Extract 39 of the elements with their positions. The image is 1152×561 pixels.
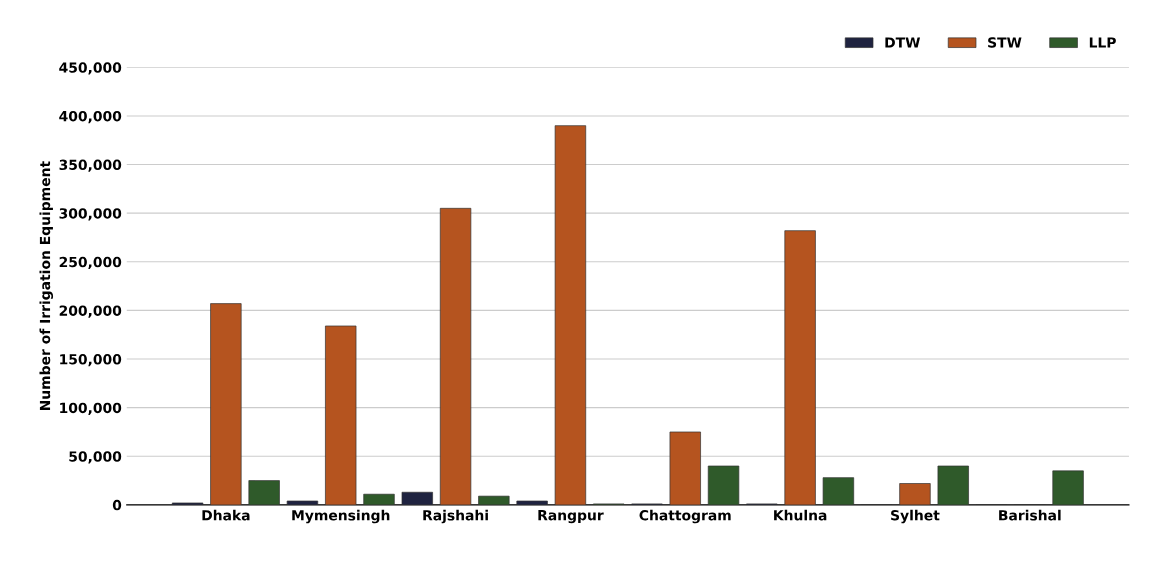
x-tick-label: Chattogram [639, 509, 731, 524]
y-tick-label: 350,000 [59, 159, 122, 172]
bar [325, 325, 357, 505]
bar [478, 495, 510, 505]
x-tick-label: Barishal [999, 509, 1061, 521]
bar [822, 477, 855, 505]
bar [899, 483, 931, 505]
bar [707, 465, 740, 505]
bar [554, 125, 587, 505]
y-tick-label: 450,000 [59, 62, 122, 75]
bar [210, 303, 242, 505]
x-tick-label: Rangpur [538, 510, 604, 524]
x-tick-label: Sylhet [891, 509, 940, 524]
x-tick-label: Khulna [774, 509, 827, 521]
bar [784, 230, 816, 505]
x-tick-label: Mymensingh [292, 509, 390, 524]
y-axis-title: Number of Irrigation Equipment [39, 161, 54, 411]
bar [363, 493, 395, 505]
y-tick-label: 400,000 [59, 110, 122, 124]
legend-label: DTW [885, 37, 921, 48]
y-tick-label: 50,000 [69, 451, 122, 464]
bar [1052, 470, 1084, 505]
y-tick-label: 100,000 [60, 402, 122, 415]
legend-label: LLP [1089, 37, 1116, 48]
bar [401, 491, 433, 505]
bar [439, 207, 472, 505]
y-tick-label: 250,000 [59, 256, 122, 270]
x-tick-label: Dhaka [202, 509, 250, 521]
bar [937, 465, 969, 505]
y-tick-label: 0 [112, 499, 122, 511]
y-tick-label: 150,000 [60, 354, 122, 367]
y-tick-label: 200,000 [59, 305, 122, 318]
bar [286, 500, 319, 505]
x-tick-label: Rajshahi [423, 509, 488, 524]
bar [516, 500, 548, 505]
bar [248, 480, 280, 505]
bar [669, 431, 701, 505]
legend-label: STW [988, 37, 1022, 48]
y-tick-label: 300,000 [59, 208, 122, 221]
